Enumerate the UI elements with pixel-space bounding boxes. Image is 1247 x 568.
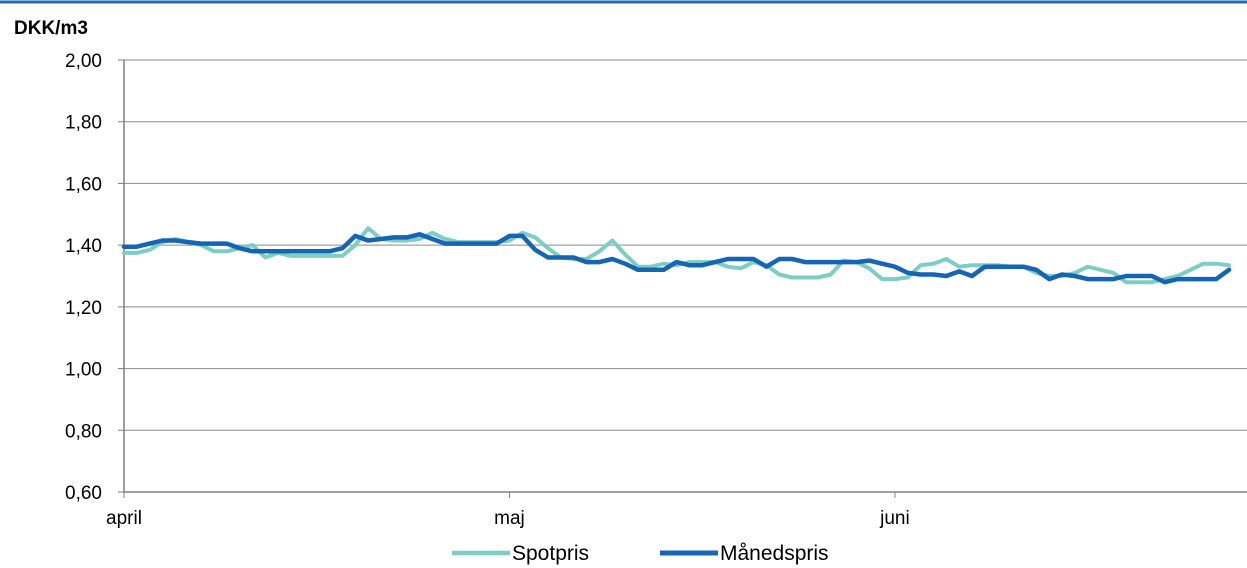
grid-lines: [118, 59, 1247, 493]
y-tick-label: 1,40: [65, 236, 102, 257]
y-tick-labels: 0,60 0,80 1,00 1,20 1,40 1,60 1,80 2,00: [65, 51, 102, 504]
y-tick-label: 0,80: [65, 421, 102, 442]
series-lines: [121, 226, 1232, 285]
y-tick-label: 1,80: [65, 113, 102, 134]
y-tick-label: 1,20: [65, 298, 102, 319]
legend-label: Spotpris: [512, 542, 589, 565]
y-tick-label: 1,60: [65, 174, 102, 195]
x-tick-label: juni: [879, 508, 910, 529]
series-line-2: [121, 232, 1232, 285]
legend: Spotpris Månedspris: [452, 542, 829, 565]
x-tick-label: april: [106, 508, 142, 529]
y-tick-label: 2,00: [65, 51, 102, 72]
y-tick-label: 0,60: [65, 483, 102, 504]
y-tick-label: 1,00: [65, 360, 102, 381]
y-unit-label: DKK/m3: [14, 18, 88, 39]
axes: [123, 60, 1247, 493]
x-tick-label: maj: [494, 508, 525, 529]
x-tick-labels: april maj juni: [106, 492, 910, 529]
legend-label: Månedspris: [720, 542, 829, 565]
